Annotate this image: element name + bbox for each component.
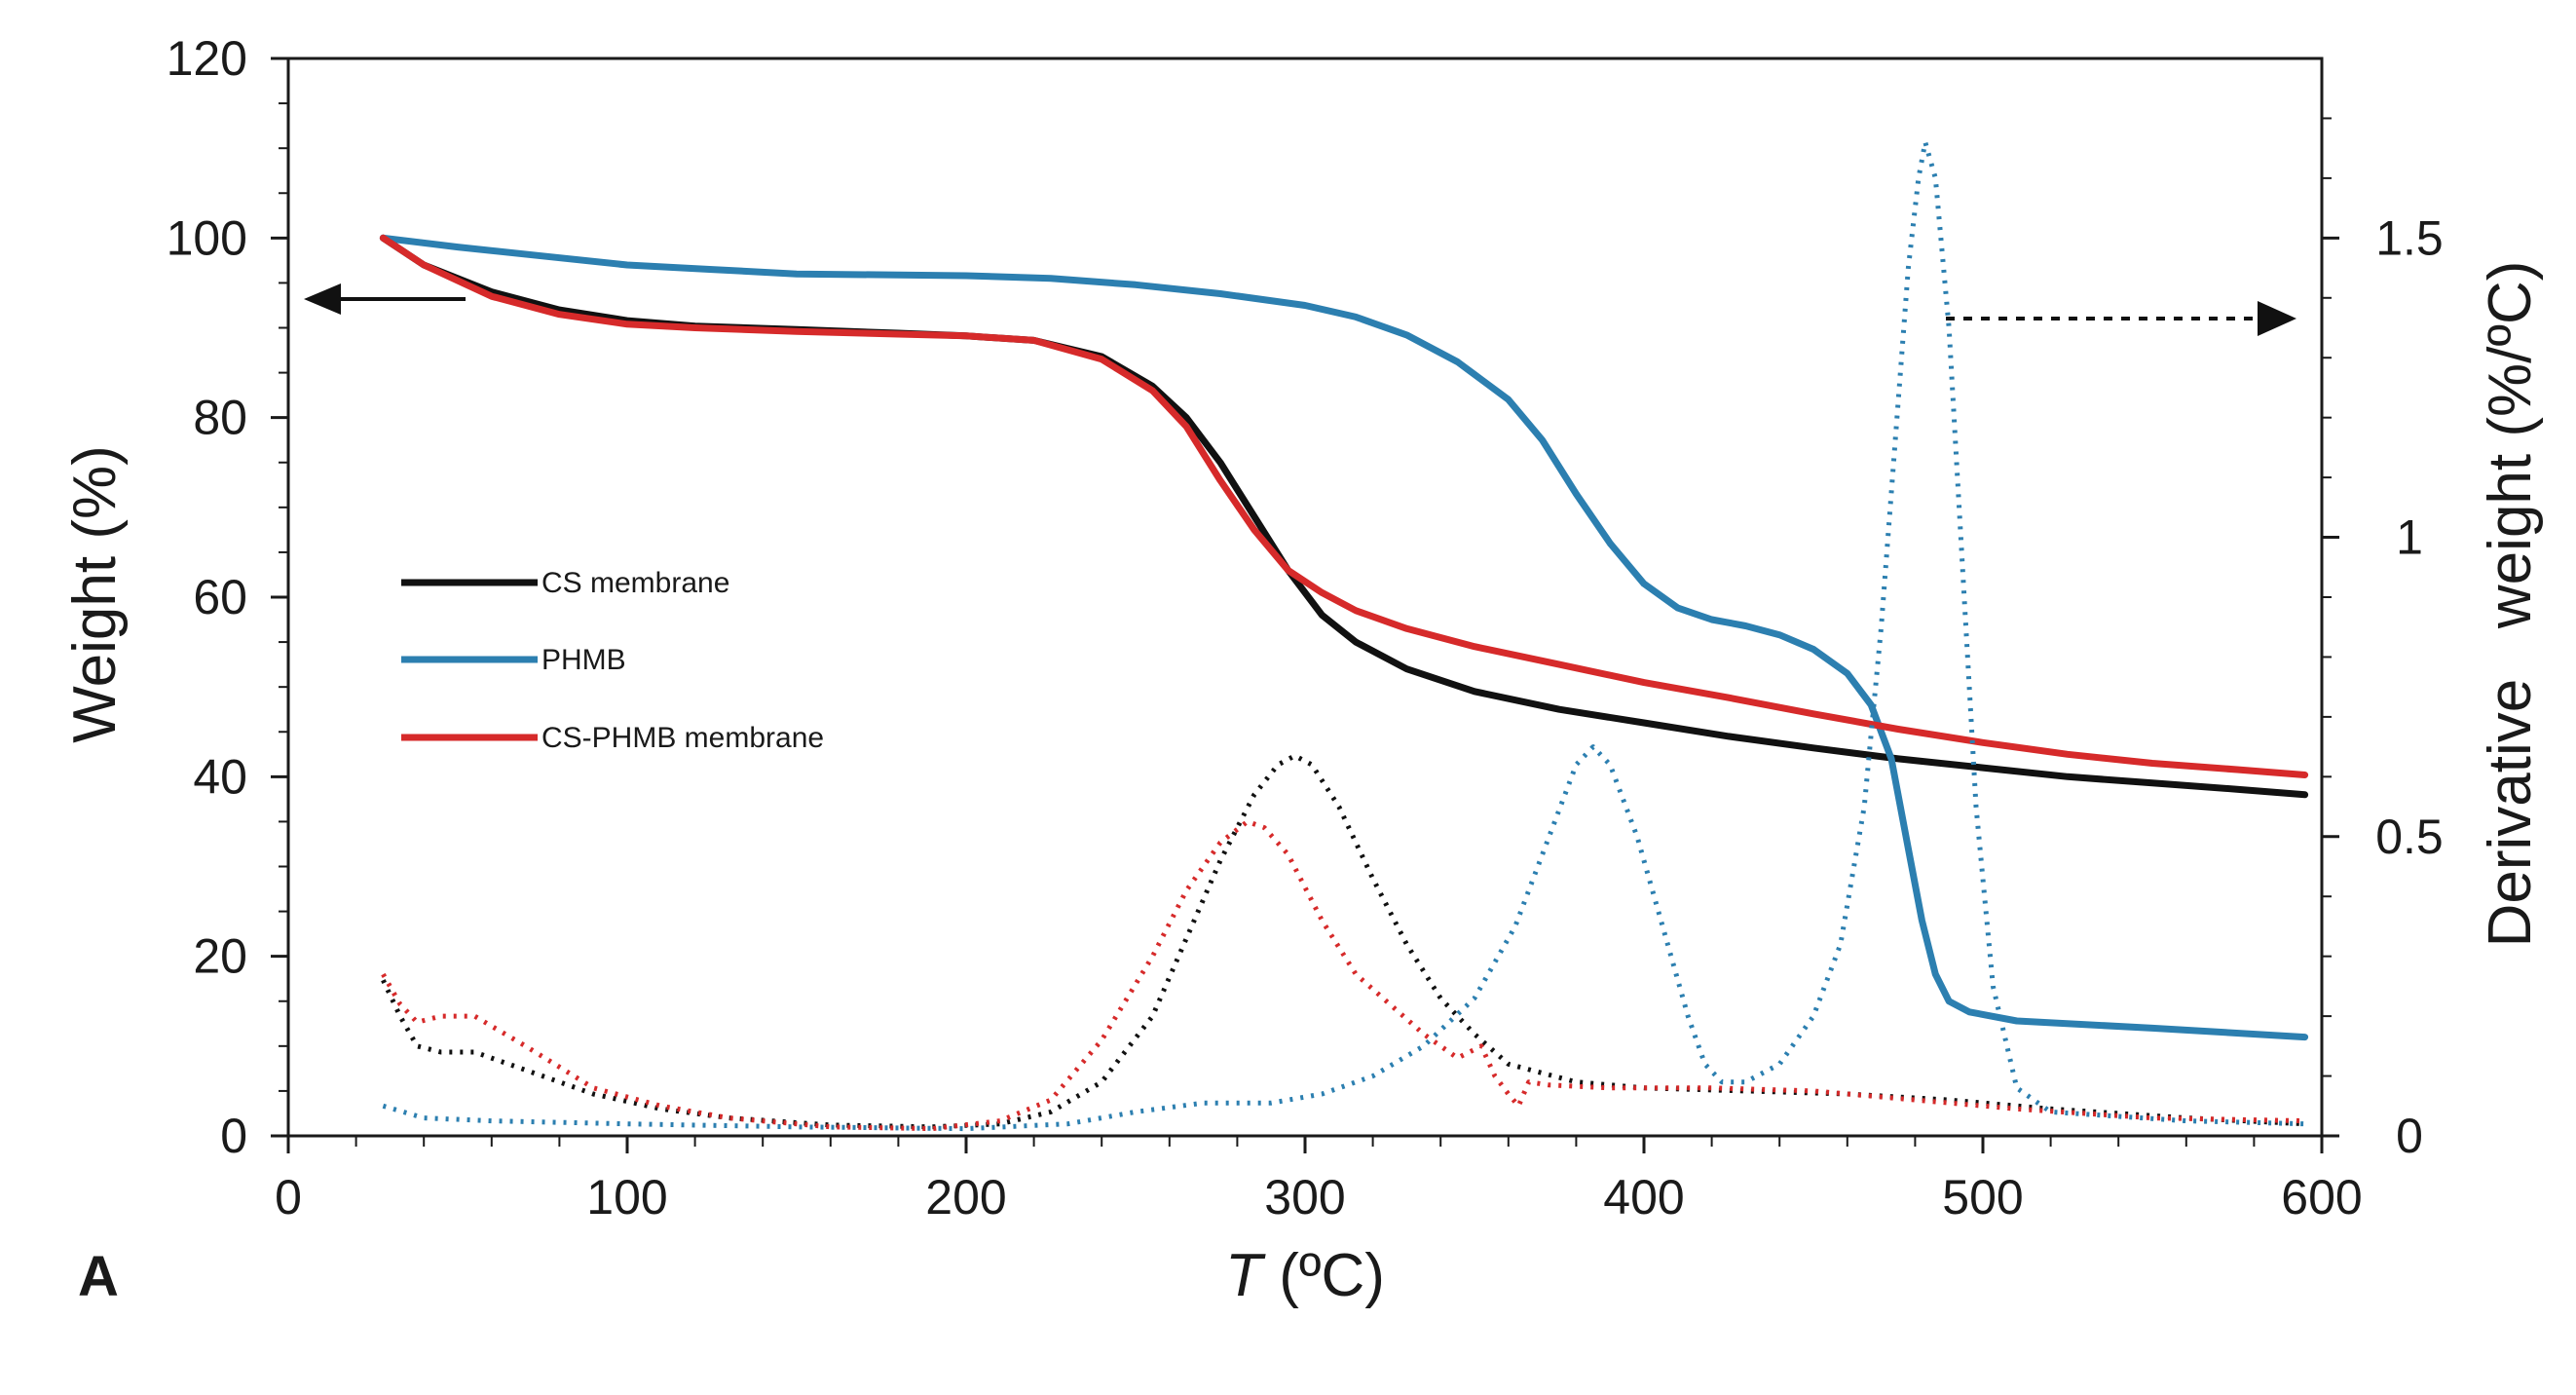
y-tick-label: 20	[193, 929, 247, 984]
y-tick-label: 80	[193, 391, 247, 445]
left-axis-arrow	[304, 283, 466, 315]
y-tick-label: 0	[220, 1109, 247, 1163]
y-axis-title: Weight (%)	[61, 445, 129, 743]
y-tick-label: 60	[193, 570, 247, 624]
legend: CS membrane PHMB CS-PHMB membrane	[401, 567, 824, 754]
right-axis-arrow	[1946, 301, 2296, 336]
series-line-2	[379, 234, 2309, 778]
y2-tick-label: 1.5	[2375, 210, 2444, 265]
series-line-5	[381, 818, 2305, 1132]
y2-tick-label: 0.5	[2375, 810, 2444, 864]
panel-label: A	[78, 1245, 119, 1308]
y-tick-label: 40	[193, 749, 247, 804]
x-axis-title-unit: (ºC)	[1262, 1242, 1385, 1309]
legend-label: PHMB	[541, 644, 626, 676]
legend-label: CS membrane	[541, 567, 729, 599]
y-tick-label: 120	[167, 31, 247, 86]
y-axis-right: 0 0.5 1 1.5	[2322, 117, 2444, 1163]
y-axis-left: 0 20 40 60 80 100 120	[167, 31, 288, 1163]
y-tick-label: 100	[167, 210, 247, 265]
series-line-1	[379, 234, 2309, 1041]
x-tick-label: 0	[275, 1170, 302, 1225]
legend-label: CS-PHMB membrane	[541, 722, 824, 754]
y2-tick-label: 1	[2396, 510, 2423, 565]
series-line-4	[382, 139, 2305, 1132]
x-tick-label: 500	[1942, 1170, 2023, 1225]
left-axis-arrow-head	[304, 283, 341, 315]
right-axis-arrow-head	[2258, 301, 2296, 336]
y2-tick-label: 0	[2396, 1109, 2423, 1163]
x-tick-label: 300	[1264, 1170, 1345, 1225]
x-tick-label: 100	[586, 1170, 667, 1225]
x-tick-label: 400	[1603, 1170, 1684, 1225]
x-axis-title: T (ºC)	[1225, 1242, 1385, 1309]
y2-axis-title: Derivative weight (%/ºC)	[2477, 261, 2544, 948]
x-axis-title-italic: T	[1225, 1242, 1266, 1309]
x-axis: 0 100 200 300 400 500 600	[275, 1136, 2363, 1225]
x-tick-label: 200	[925, 1170, 1006, 1225]
series-layer	[379, 139, 2309, 1132]
x-tick-label: 600	[2281, 1170, 2362, 1225]
